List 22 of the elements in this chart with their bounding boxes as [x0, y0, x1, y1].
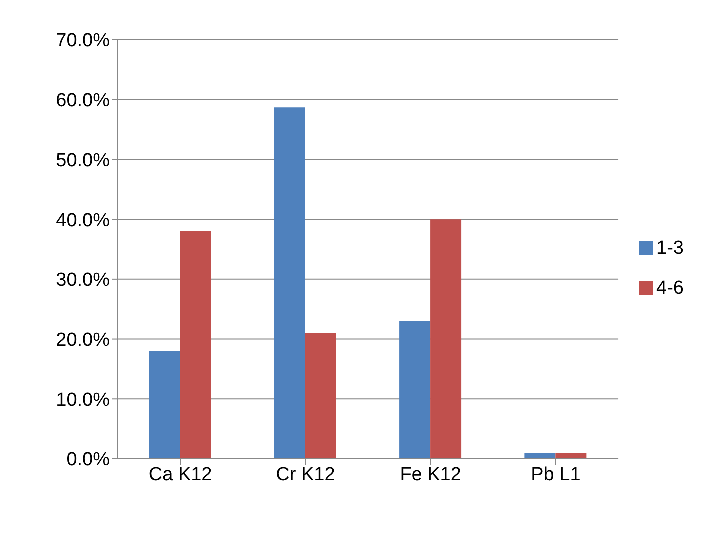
- bar: [524, 453, 556, 459]
- y-tick-label: 60.0%: [56, 90, 110, 112]
- y-tick-label: 50.0%: [56, 150, 110, 172]
- y-tick-label: 10.0%: [56, 390, 110, 411]
- y-tick-label: 0.0%: [66, 450, 110, 471]
- bar: [400, 321, 431, 459]
- legend-label: 1-3: [656, 238, 684, 258]
- bar: [180, 232, 212, 459]
- y-tick-label: 70.0%: [56, 30, 110, 52]
- bar: [149, 351, 180, 459]
- bar: [305, 333, 336, 459]
- y-tick-label: 20.0%: [56, 330, 110, 352]
- x-tick-label: Pb L1: [531, 464, 581, 486]
- y-tick-label: 40.0%: [56, 210, 110, 232]
- x-tick-label: Ca K12: [148, 464, 212, 486]
- bar: [274, 108, 306, 459]
- x-tick-label: Fe K12: [400, 464, 462, 486]
- bar: [556, 453, 587, 459]
- x-tick-label: Cr K12: [276, 464, 336, 486]
- y-tick-label: 30.0%: [56, 270, 110, 292]
- bar: [430, 220, 462, 459]
- legend-label: 4-6: [656, 278, 684, 298]
